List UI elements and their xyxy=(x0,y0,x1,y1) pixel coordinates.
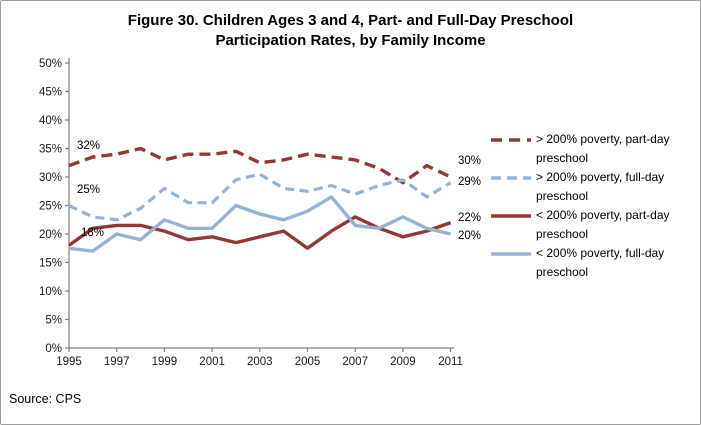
data-label: 20% xyxy=(458,230,482,242)
x-tick-label: 1997 xyxy=(104,356,130,368)
legend-item: < 200% poverty, part-day preschool xyxy=(490,206,698,243)
legend-line-sample-icon xyxy=(491,138,531,142)
x-tick-label: 2011 xyxy=(438,356,463,368)
data-label: 25% xyxy=(77,184,101,196)
series-line-lt200-part-day xyxy=(68,215,452,251)
x-tick-label: 1999 xyxy=(152,356,178,368)
legend-item-label: > 200% poverty, part-day preschool xyxy=(536,132,670,165)
legend-item-label: < 200% poverty, full-day preschool xyxy=(536,246,665,279)
series-line-lt200-full-day xyxy=(68,195,451,253)
legend-line-sample-icon xyxy=(491,176,531,180)
chart-title-line1: Figure 30. Children Ages 3 and 4, Part- … xyxy=(127,12,574,29)
data-label: 29% xyxy=(458,176,482,188)
source-note: Source: CPS xyxy=(9,392,82,406)
series-line-gt200-full-day xyxy=(68,172,452,222)
x-tick-label: 2007 xyxy=(342,356,368,368)
data-label: 30% xyxy=(458,155,482,167)
chart-title-line2: Participation Rates, by Family Income xyxy=(215,32,486,49)
legend-item: > 200% poverty, part-day preschool xyxy=(490,130,698,167)
legend-item: > 200% poverty, full-day preschool xyxy=(490,168,698,205)
y-tick-label: 5% xyxy=(45,315,62,327)
x-tick-label: 2003 xyxy=(247,356,273,368)
y-tick-label: 15% xyxy=(39,258,62,270)
y-tick-label: 0% xyxy=(45,343,62,355)
y-tick-label: 50% xyxy=(39,58,62,70)
data-label: 32% xyxy=(77,140,101,152)
y-tick-label: 40% xyxy=(39,115,62,127)
y-tick-label: 30% xyxy=(39,172,62,184)
chart-legend: > 200% poverty, part-day preschool > 200%… xyxy=(490,130,698,282)
y-tick-label: 10% xyxy=(39,286,62,298)
x-tick-label: 1995 xyxy=(56,356,82,368)
legend-line-sample-icon xyxy=(491,214,531,218)
legend-item-label: > 200% poverty, full-day preschool xyxy=(536,170,665,203)
y-tick-label: 35% xyxy=(39,144,62,156)
x-tick-label: 2005 xyxy=(295,356,321,368)
y-tick-label: 20% xyxy=(39,229,62,241)
data-label: 22% xyxy=(458,212,482,224)
series-line-gt200-part-day xyxy=(68,146,452,185)
x-tick-label: 2009 xyxy=(390,356,416,368)
x-tick-label: 2001 xyxy=(199,356,225,368)
data-label: 18% xyxy=(81,227,105,239)
legend-item-label: < 200% poverty, part-day preschool xyxy=(536,208,670,241)
legend-line-sample-icon xyxy=(491,252,531,256)
y-tick-label: 25% xyxy=(39,201,62,213)
y-tick-label: 45% xyxy=(39,87,62,99)
chart-title: Figure 30. Children Ages 3 and 4, Part- … xyxy=(1,11,700,51)
legend-item: < 200% poverty, full-day preschool xyxy=(490,244,698,281)
